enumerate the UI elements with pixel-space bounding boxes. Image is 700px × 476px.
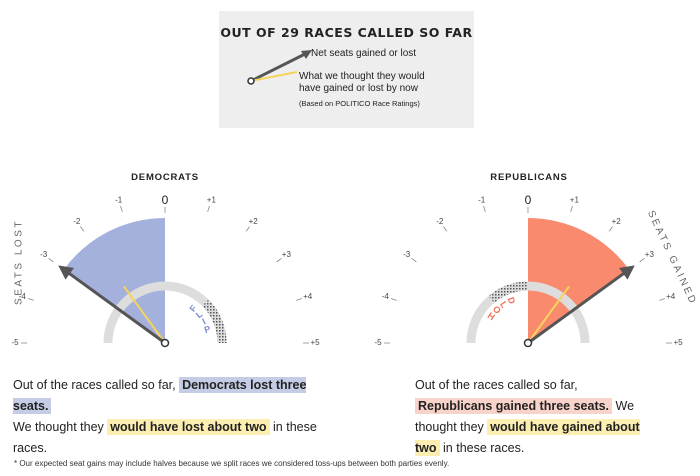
dem-side-label: SEATS LOST [14,219,25,305]
dem-gauge-hatched-arc [202,299,227,344]
dem-tick-label: +2 [249,217,259,226]
dem-summary-highlight-expected: would have lost about two [107,419,270,435]
republicans-summary: Out of the races called so far, Republic… [415,375,655,459]
rep-seat-wedge [528,218,630,343]
rep-actual-arrowhead [619,265,635,280]
dem-tick-label: -3 [40,250,48,259]
rep-arc-label-letter: L [498,299,510,310]
rep-tick [411,258,417,263]
democrats-title: DEMOCRATS [131,172,199,183]
dem-summary-text-1: Out of the races called so far, [13,378,176,392]
rep-summary-text-1: Out of the races called so far, [415,378,578,392]
dem-arc-label-letter: F [188,302,200,313]
rep-tick-label: -1 [478,195,486,204]
dem-tick-label: 0 [162,193,169,207]
dem-tick [276,258,282,263]
rep-summary-text-3: in these races. [443,441,525,455]
dem-tick-label: -1 [115,195,123,204]
rep-tick [608,226,613,232]
dem-arc-label-letter: I [201,316,209,326]
legend-expected-label: What we thought they would have gained o… [299,71,425,94]
dem-seat-wedge [63,218,165,343]
legend-pivot [247,77,255,85]
dem-tick-label: +5 [310,338,320,347]
dem-tick [207,205,210,212]
republicans-title: REPUBLICANS [490,172,568,183]
rep-arc-label-letter: D [506,296,518,307]
dem-tick [80,226,85,232]
rep-gauge-hatched-arc [488,281,529,303]
legend-actual-label: Net seats gained or lost [311,48,417,59]
dem-summary-text-3: in these races. [13,420,317,455]
dem-tick [120,205,123,212]
rep-actual-needle [527,267,631,345]
dem-actual-needle [62,267,166,345]
dem-pivot [160,338,170,348]
dem-tick-label: -4 [19,292,27,301]
dem-tick [245,226,250,232]
rep-tick-label: +5 [673,338,683,347]
dem-arc-label-letter: P [203,323,213,335]
rep-tick-label: 0 [525,193,532,207]
dem-summary-text-2: We thought they [13,420,104,434]
rep-tick [483,205,486,212]
dem-tick [296,298,303,301]
rep-summary-text-2: We thought they [415,399,635,434]
dem-tick [27,298,34,301]
legend-note: (Based on POLITICO Race Ratings) [299,99,420,108]
rep-pivot [523,338,533,348]
rep-arc-label-letter: H [486,310,498,322]
dem-tick-label: -5 [11,338,19,347]
dem-actual-arrowhead [58,265,74,280]
rep-tick-label: +4 [666,292,676,301]
dem-tick-label: +4 [303,292,313,301]
legend-graphic [247,50,312,85]
rep-tick [659,298,666,301]
legend-box: OUT OF 29 RACES CALLED SO FAR Net seats … [219,11,474,128]
rep-tick-label: +3 [645,250,655,259]
legend-actual-arrowhead [301,50,312,59]
rep-expected-needle [527,285,570,344]
rep-tick-label: -2 [436,217,444,226]
rep-tick-label: +1 [570,195,580,204]
rep-tick-label: +2 [612,217,622,226]
dem-tick-label: +3 [282,250,292,259]
rep-tick-label: -5 [374,338,382,347]
rep-tick [639,258,645,263]
rep-tick [570,205,573,212]
footnote: * Our expected seat gains may include ha… [14,459,450,468]
dem-tick-label: +1 [207,195,217,204]
rep-tick [443,226,448,232]
democrats-summary: Out of the races called so far, Democrat… [13,375,343,459]
dem-expected-needle [123,285,166,344]
dem-arc-label-letter: L [194,308,205,320]
rep-summary-highlight-actual: Republicans gained three seats. [415,398,613,414]
dem-tick [48,258,54,263]
legend-actual-needle [250,51,308,83]
rep-tick-label: -3 [403,250,411,259]
rep-tick-label: -4 [382,292,390,301]
legend-expected-needle [250,71,298,82]
legend-title: OUT OF 29 RACES CALLED SO FAR [220,25,473,40]
rep-tick [390,298,397,301]
dem-tick-label: -2 [73,217,81,226]
